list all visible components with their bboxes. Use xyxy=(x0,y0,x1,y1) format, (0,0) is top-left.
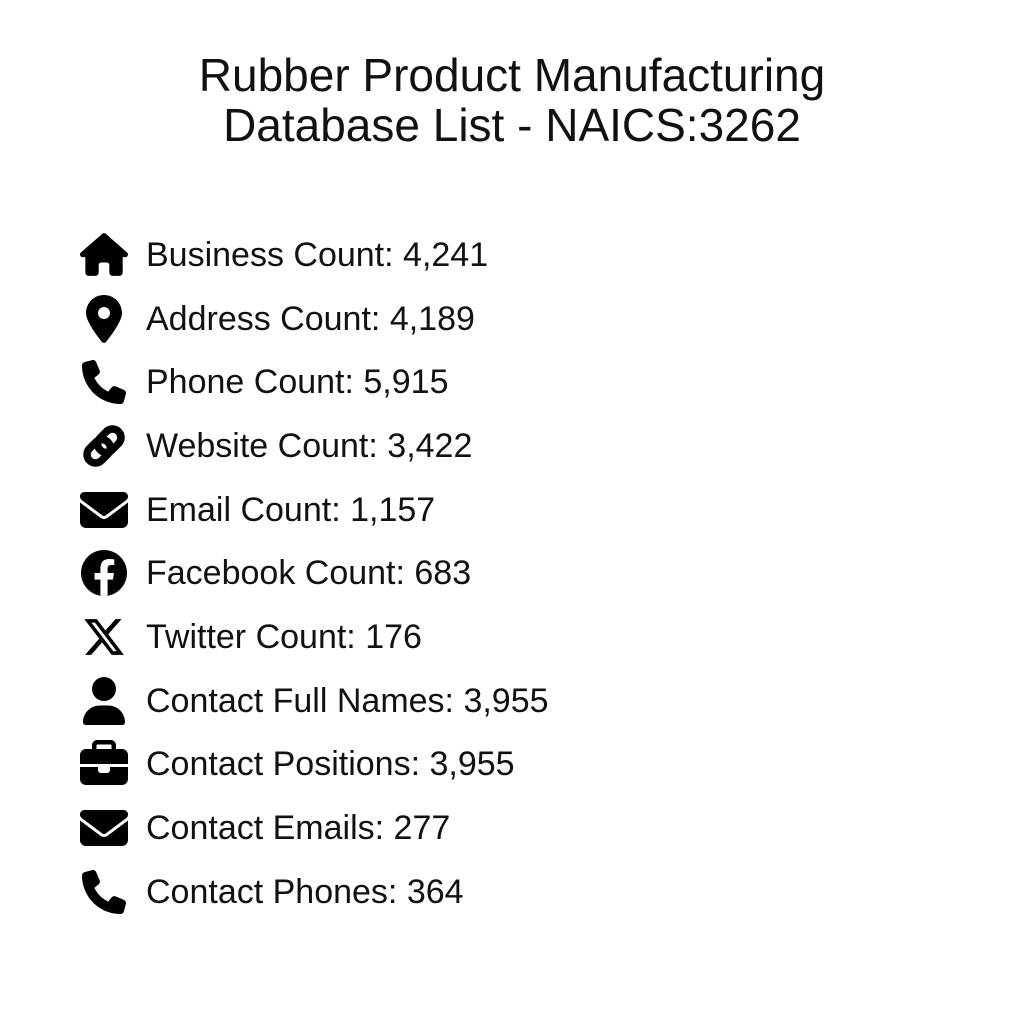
email-icon xyxy=(80,804,128,852)
stat-row-business-count: Business Count: 4,241 xyxy=(80,223,549,287)
home-icon xyxy=(80,231,128,279)
stat-row-website-count: Website Count: 3,422 xyxy=(80,414,549,478)
stat-row-contact-phones: Contact Phones: 364 xyxy=(80,860,549,924)
stat-row-twitter-count: Twitter Count: 176 xyxy=(80,605,549,669)
stat-label: Facebook Count: xyxy=(146,554,405,593)
link-icon xyxy=(80,422,128,470)
email-icon xyxy=(80,486,128,534)
stat-value: 176 xyxy=(365,617,422,656)
phone-icon xyxy=(80,868,128,916)
user-icon xyxy=(80,676,128,725)
stat-label: Business Count: xyxy=(146,235,394,274)
stat-label: Twitter Count: xyxy=(146,617,356,656)
stat-row-contact-positions: Contact Positions: 3,955 xyxy=(80,733,549,797)
stat-value: 683 xyxy=(414,554,472,593)
stat-value: 4,189 xyxy=(389,299,475,338)
stat-text: Phone Count: 5,915 xyxy=(146,358,448,406)
page-title-line2: Database List - NAICS:3262 xyxy=(223,99,801,151)
page-title-line1: Rubber Product Manufacturing xyxy=(198,49,826,101)
stat-text: Website Count: 3,422 xyxy=(146,422,472,470)
stat-label: Address Count: xyxy=(146,299,381,338)
stat-label: Contact Phones: xyxy=(146,872,398,911)
stat-label: Contact Full Names: xyxy=(146,681,454,720)
stat-row-contact-emails: Contact Emails: 277 xyxy=(80,796,549,860)
page-title: Rubber Product Manufacturing Database Li… xyxy=(0,50,1024,150)
stat-text: Contact Full Names: 3,955 xyxy=(146,677,549,725)
stat-text: Contact Positions: 3,955 xyxy=(146,740,515,788)
location-icon xyxy=(80,294,128,343)
stat-row-contact-full-names: Contact Full Names: 3,955 xyxy=(80,669,549,733)
phone-icon xyxy=(80,358,128,406)
stat-text: Contact Phones: 364 xyxy=(146,868,464,916)
stat-text: Contact Emails: 277 xyxy=(146,804,450,852)
stat-label: Website Count: xyxy=(146,426,378,465)
stat-value: 277 xyxy=(393,809,451,848)
stat-value: 1,157 xyxy=(350,490,436,529)
stat-text: Twitter Count: 176 xyxy=(146,613,422,661)
stat-value: 4,241 xyxy=(403,235,489,274)
stat-text: Facebook Count: 683 xyxy=(146,549,471,597)
facebook-icon xyxy=(80,549,128,597)
stat-label: Phone Count: xyxy=(146,363,354,402)
stat-text: Email Count: 1,157 xyxy=(146,486,435,534)
stat-text: Business Count: 4,241 xyxy=(146,231,488,279)
stat-label: Contact Emails: xyxy=(146,809,385,848)
stat-value: 3,955 xyxy=(429,745,515,784)
stat-text: Address Count: 4,189 xyxy=(146,295,475,343)
stats-list: Business Count: 4,241 Address Count: 4,1… xyxy=(80,223,549,924)
stat-row-address-count: Address Count: 4,189 xyxy=(80,287,549,351)
stat-value: 364 xyxy=(406,872,464,911)
stat-value: 3,955 xyxy=(463,681,549,720)
stat-row-email-count: Email Count: 1,157 xyxy=(80,478,549,542)
twitter-x-icon xyxy=(80,613,128,661)
stat-row-phone-count: Phone Count: 5,915 xyxy=(80,350,549,414)
stat-row-facebook-count: Facebook Count: 683 xyxy=(80,541,549,605)
briefcase-icon xyxy=(80,740,128,788)
stat-label: Email Count: xyxy=(146,490,341,529)
stat-label: Contact Positions: xyxy=(146,745,421,784)
stat-value: 5,915 xyxy=(363,363,449,402)
stat-value: 3,422 xyxy=(387,426,473,465)
